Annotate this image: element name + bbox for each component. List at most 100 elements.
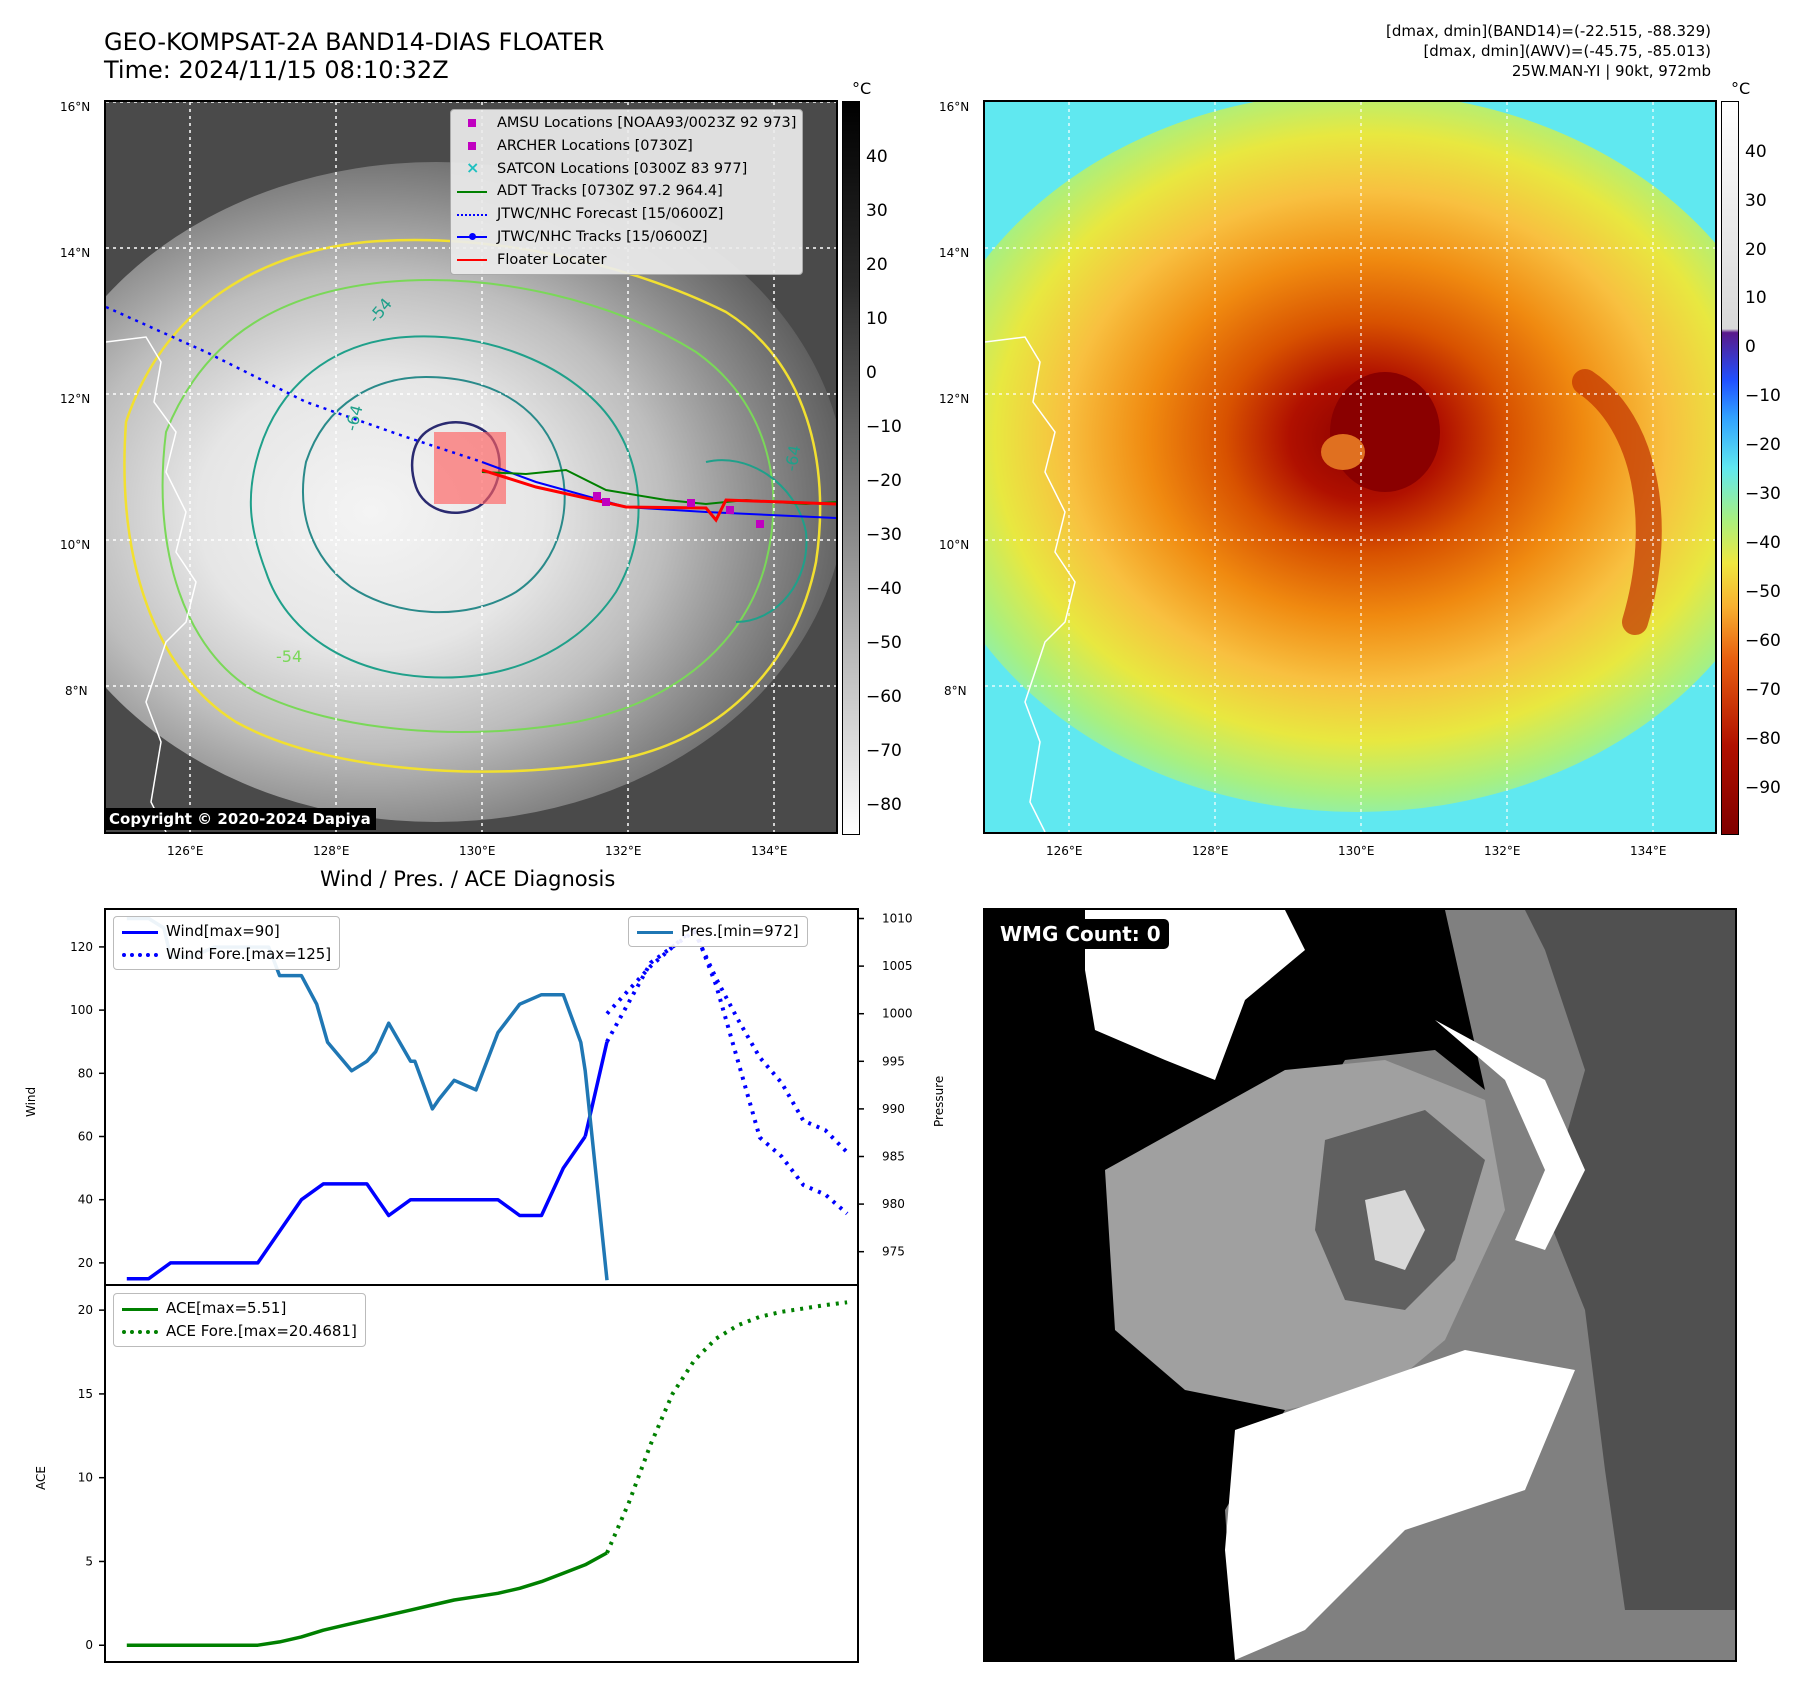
lon-label: 126°E xyxy=(167,844,204,858)
cbar-tick: −50 xyxy=(866,633,902,653)
y2-tick-label: 1000 xyxy=(882,1007,913,1021)
color-grid xyxy=(985,102,1715,832)
y-tick-label: 5 xyxy=(85,1554,93,1568)
lat-label: 8°N xyxy=(65,684,88,698)
legend-ace: ACE[max=5.51] xyxy=(122,1297,357,1320)
color-ir-map xyxy=(985,102,1715,832)
gray-colorbar-unit: °C xyxy=(852,79,872,98)
cbar-tick: −80 xyxy=(1745,729,1781,749)
cbar-tick: −70 xyxy=(1745,680,1781,700)
y-tick-label: 80 xyxy=(78,1066,93,1080)
y2-tick-label: 975 xyxy=(882,1245,905,1259)
cbar-tick: −30 xyxy=(866,525,902,545)
series-line xyxy=(126,1551,608,1647)
lon-label: 132°E xyxy=(605,844,642,858)
cbar-tick: −10 xyxy=(1745,386,1781,406)
cbar-tick: −20 xyxy=(866,471,902,491)
y2-tick-label: 995 xyxy=(882,1054,905,1068)
info-band14: [dmax, dmin](BAND14)=(-22.515, -88.329) xyxy=(1386,22,1711,40)
y-tick-label: 0 xyxy=(85,1638,93,1652)
contour-label: -54 xyxy=(276,647,302,666)
wmg-region xyxy=(1435,1020,1585,1250)
wind-legend: Wind[max=90] Wind Fore.[max=125] xyxy=(113,916,341,970)
series-line xyxy=(605,926,849,1216)
rainband xyxy=(1572,369,1662,635)
ace-legend: ACE[max=5.51] ACE Fore.[max=20.4681] xyxy=(113,1293,366,1347)
cbar-tick: 10 xyxy=(866,309,888,329)
lat-label: 10°N xyxy=(939,538,970,552)
legend-adt: ADT Tracks [0730Z 97.2 964.4] xyxy=(457,180,796,203)
floater-box xyxy=(434,432,506,504)
legend-jtwc: JTWC/NHC Tracks [15/0600Z] xyxy=(457,226,796,249)
y-tick-label: 100 xyxy=(70,1003,93,1017)
cbar-tick: −30 xyxy=(1745,484,1781,504)
cbar-tick: −50 xyxy=(1745,582,1781,602)
contour-eyewall xyxy=(410,421,501,515)
cbar-tick: 20 xyxy=(1745,240,1767,260)
map-legend: AMSU Locations [NOAA93/0023Z 92 973] ARC… xyxy=(450,109,804,275)
y2-tick-label: 990 xyxy=(882,1102,905,1116)
legend-pres: Pres.[min=972] xyxy=(637,920,799,943)
lat-label: 16°N xyxy=(939,100,970,114)
cbar-tick: 10 xyxy=(1745,288,1767,308)
y-tick-label: 20 xyxy=(78,1256,93,1270)
legend-ace-fore: ACE Fore.[max=20.4681] xyxy=(122,1320,357,1343)
chart-title: GEO-KOMPSAT-2A BAND14-DIAS FLOATER xyxy=(104,28,605,56)
cbar-tick: −60 xyxy=(866,687,902,707)
y2-tick-label: 1005 xyxy=(882,959,913,973)
floater-track xyxy=(481,468,836,523)
lat-label: 12°N xyxy=(939,392,970,406)
cbar-tick: 30 xyxy=(866,201,888,221)
copyright-badge: Copyright © 2020-2024 Dapiya xyxy=(104,808,376,830)
series-line xyxy=(605,929,849,1154)
wmg-region xyxy=(1085,910,1305,1080)
forecast-track xyxy=(106,305,483,464)
lon-label: 134°E xyxy=(1630,844,1667,858)
lon-label: 128°E xyxy=(1192,844,1229,858)
color-ir-panel xyxy=(983,100,1717,834)
info-storm: 25W.MAN-YI | 90kt, 972mb xyxy=(1511,62,1711,80)
series-line xyxy=(126,1135,587,1281)
cbar-tick: 20 xyxy=(866,255,888,275)
wmg-count-badge: WMG Count: 0 xyxy=(992,919,1169,949)
legend-amsu: AMSU Locations [NOAA93/0023Z 92 973] xyxy=(457,112,796,135)
y-tick-label: 60 xyxy=(78,1129,93,1143)
legend-wind: Wind[max=90] xyxy=(122,920,331,943)
cbar-tick: −70 xyxy=(866,741,902,761)
wmg-eye xyxy=(1365,1190,1425,1270)
wmg-panel xyxy=(983,908,1737,1662)
cbar-tick: 30 xyxy=(1745,191,1767,211)
cbar-tick: −90 xyxy=(1745,778,1781,798)
contour-teal xyxy=(249,335,640,679)
lon-label: 130°E xyxy=(1338,844,1375,858)
wmg-map xyxy=(985,910,1735,1660)
wmg-region xyxy=(1525,910,1735,1610)
cbar-tick: −10 xyxy=(866,417,902,437)
legend-floater: Floater Locater xyxy=(457,249,796,272)
pressure-legend: Pres.[min=972] xyxy=(628,916,808,947)
ace-axes-frame xyxy=(104,1284,859,1663)
coastline xyxy=(106,336,197,832)
y2-tick-label: 980 xyxy=(882,1197,905,1211)
y2-tick-label: 985 xyxy=(882,1149,905,1163)
lat-label: 8°N xyxy=(944,684,967,698)
lon-label: 128°E xyxy=(313,844,350,858)
y-tick-label: 10 xyxy=(78,1471,93,1485)
cbar-tick: −80 xyxy=(866,795,902,815)
wmg-region xyxy=(1225,1350,1575,1660)
contour-label: -64 xyxy=(781,444,804,473)
cbar-tick: −60 xyxy=(1745,631,1781,651)
legend-wind-fore: Wind Fore.[max=125] xyxy=(122,943,331,966)
info-awv: [dmax, dmin](AWV)=(-45.75, -85.013) xyxy=(1423,42,1711,60)
y2-tick-label: 1010 xyxy=(882,912,913,926)
contour-band xyxy=(705,459,808,623)
legend-archer: ARCHER Locations [0730Z] xyxy=(457,135,796,158)
lat-label: 14°N xyxy=(60,246,91,260)
y-tick-label: 40 xyxy=(78,1193,93,1207)
y-tick-label: 120 xyxy=(70,940,93,954)
series-line xyxy=(126,916,609,1281)
color-coastline xyxy=(985,336,1076,832)
color-colorbar-unit: °C xyxy=(1731,79,1751,98)
cbar-tick: 40 xyxy=(866,147,888,167)
